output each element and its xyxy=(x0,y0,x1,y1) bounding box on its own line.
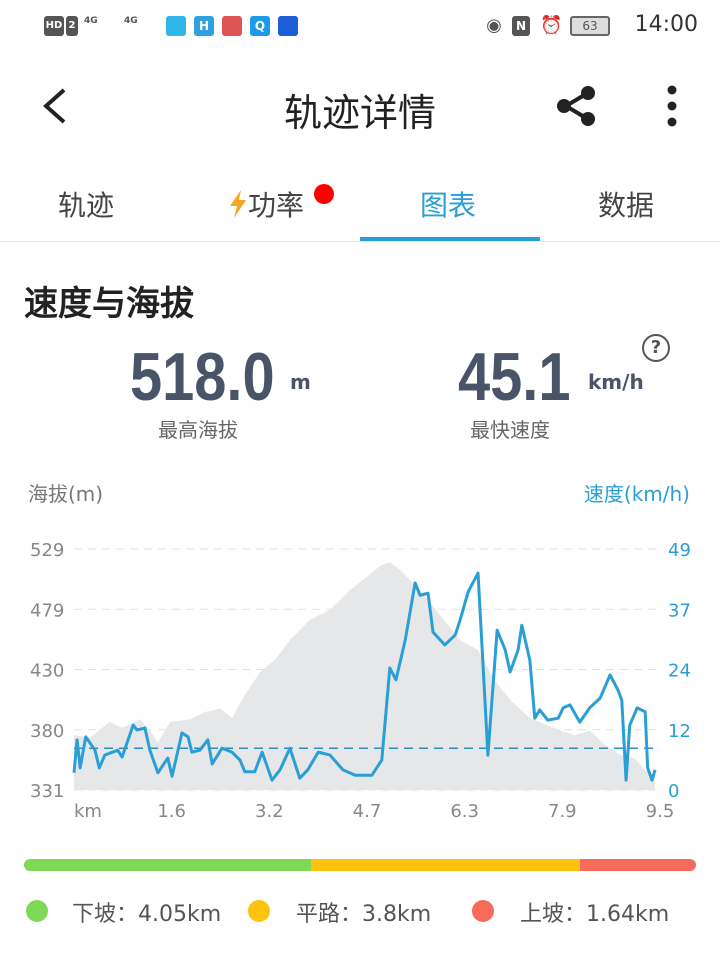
x-tick-label: km xyxy=(74,801,102,822)
section-title: 速度与海拔 xyxy=(24,284,194,324)
question-icon: ? xyxy=(650,337,662,358)
left-tick-label: 529 xyxy=(30,540,64,561)
x-tick-label: 4.7 xyxy=(353,801,382,822)
right-tick-label: 24 xyxy=(668,661,691,682)
tab-power[interactable]: 功率 xyxy=(228,184,334,224)
downhill-dot xyxy=(26,900,48,922)
search-app-icon: Q xyxy=(250,16,270,36)
flat-label: 平路： xyxy=(296,902,363,927)
chevron-left-icon xyxy=(42,88,66,124)
back-button[interactable] xyxy=(36,84,76,128)
downhill-value: 4.05km xyxy=(138,902,222,927)
right-tick-label: 12 xyxy=(668,721,691,742)
left-tick-label: 331 xyxy=(30,781,64,802)
max-speed-label: 最快速度 xyxy=(470,418,550,442)
left-tick-label: 380 xyxy=(30,721,64,742)
book-app-icon xyxy=(222,16,242,36)
signal-4g-icon: 4G xyxy=(124,16,138,26)
tab-power-label: 功率 xyxy=(248,189,305,222)
downhill-label: 下坡： xyxy=(72,902,139,927)
right-tick-label: 37 xyxy=(668,600,691,621)
more-button[interactable] xyxy=(660,84,684,128)
x-tick-label: 1.6 xyxy=(157,801,186,822)
sim-2-icon: 2 xyxy=(66,16,78,36)
x-tick-label: 7.9 xyxy=(548,801,577,822)
nfc-icon: N xyxy=(512,16,530,36)
left-tick-label: 430 xyxy=(30,661,64,682)
flat-legend: 平路：3.8km xyxy=(296,896,431,928)
share-icon xyxy=(557,86,595,126)
help-button[interactable]: ? xyxy=(642,334,670,362)
max-speed-unit: km/h xyxy=(588,370,644,394)
speed-line xyxy=(72,571,657,782)
right-axis-title: 速度(km/h) xyxy=(583,482,690,506)
downhill-legend: 下坡：4.05km xyxy=(72,896,221,928)
eye-icon: ◉ xyxy=(486,15,502,36)
tab-bar: 轨迹 功率 图表 数据 xyxy=(0,170,720,242)
left-axis-title: 海拔(m) xyxy=(28,482,104,506)
h-app-icon: H xyxy=(194,16,214,36)
more-vertical-icon xyxy=(667,85,677,127)
location-app-icon xyxy=(166,16,186,36)
flat-value: 3.8km xyxy=(362,902,432,927)
elevation-area xyxy=(74,562,656,790)
uphill-value: 1.64km xyxy=(586,902,670,927)
tab-track[interactable]: 轨迹 xyxy=(58,189,115,222)
bulb-app-icon xyxy=(278,16,298,36)
uphill-segment xyxy=(579,859,696,871)
battery-icon: 63 xyxy=(570,16,610,36)
active-tab-indicator xyxy=(360,237,540,241)
share-button[interactable] xyxy=(554,84,598,128)
left-tick-label: 479 xyxy=(30,600,64,621)
max-speed-value: 45.1 xyxy=(458,339,571,415)
flat-segment xyxy=(310,859,580,871)
alarm-icon: ⏰ xyxy=(540,15,563,36)
right-tick-label: 49 xyxy=(668,540,691,561)
terrain-bar xyxy=(24,859,696,871)
tab-chart[interactable]: 图表 xyxy=(420,189,477,222)
page-title: 轨迹详情 xyxy=(283,91,436,135)
max-altitude-label: 最高海拔 xyxy=(158,418,238,442)
hd-icon: HD xyxy=(44,16,64,36)
downhill-segment xyxy=(24,859,311,871)
x-tick-label: 3.2 xyxy=(255,801,284,822)
signal-4g-icon: 4G xyxy=(84,16,98,26)
flat-dot xyxy=(248,900,270,922)
right-tick-label: 0 xyxy=(668,781,679,802)
max-altitude-value: 518.0 xyxy=(130,339,275,415)
uphill-legend: 上坡：1.64km xyxy=(520,896,669,928)
max-altitude-unit: m xyxy=(290,370,311,394)
x-tick-label: 9.5 xyxy=(646,801,675,822)
tab-data[interactable]: 数据 xyxy=(598,189,655,222)
lightning-icon xyxy=(230,190,246,218)
uphill-label: 上坡： xyxy=(520,902,587,927)
clock: 14:00 xyxy=(634,12,698,37)
status-bar: HD 2 4G 4G H Q ◉ N ⏰ 63 14:00 xyxy=(0,0,720,50)
notification-badge xyxy=(314,184,334,204)
uphill-dot xyxy=(472,900,494,922)
speed-elevation-chart: 529 49 479 37 430 24 380 12 331 0 km 1.6 3.2 4.7 6.3 7.… xyxy=(30,540,691,822)
x-tick-label: 6.3 xyxy=(450,801,479,822)
